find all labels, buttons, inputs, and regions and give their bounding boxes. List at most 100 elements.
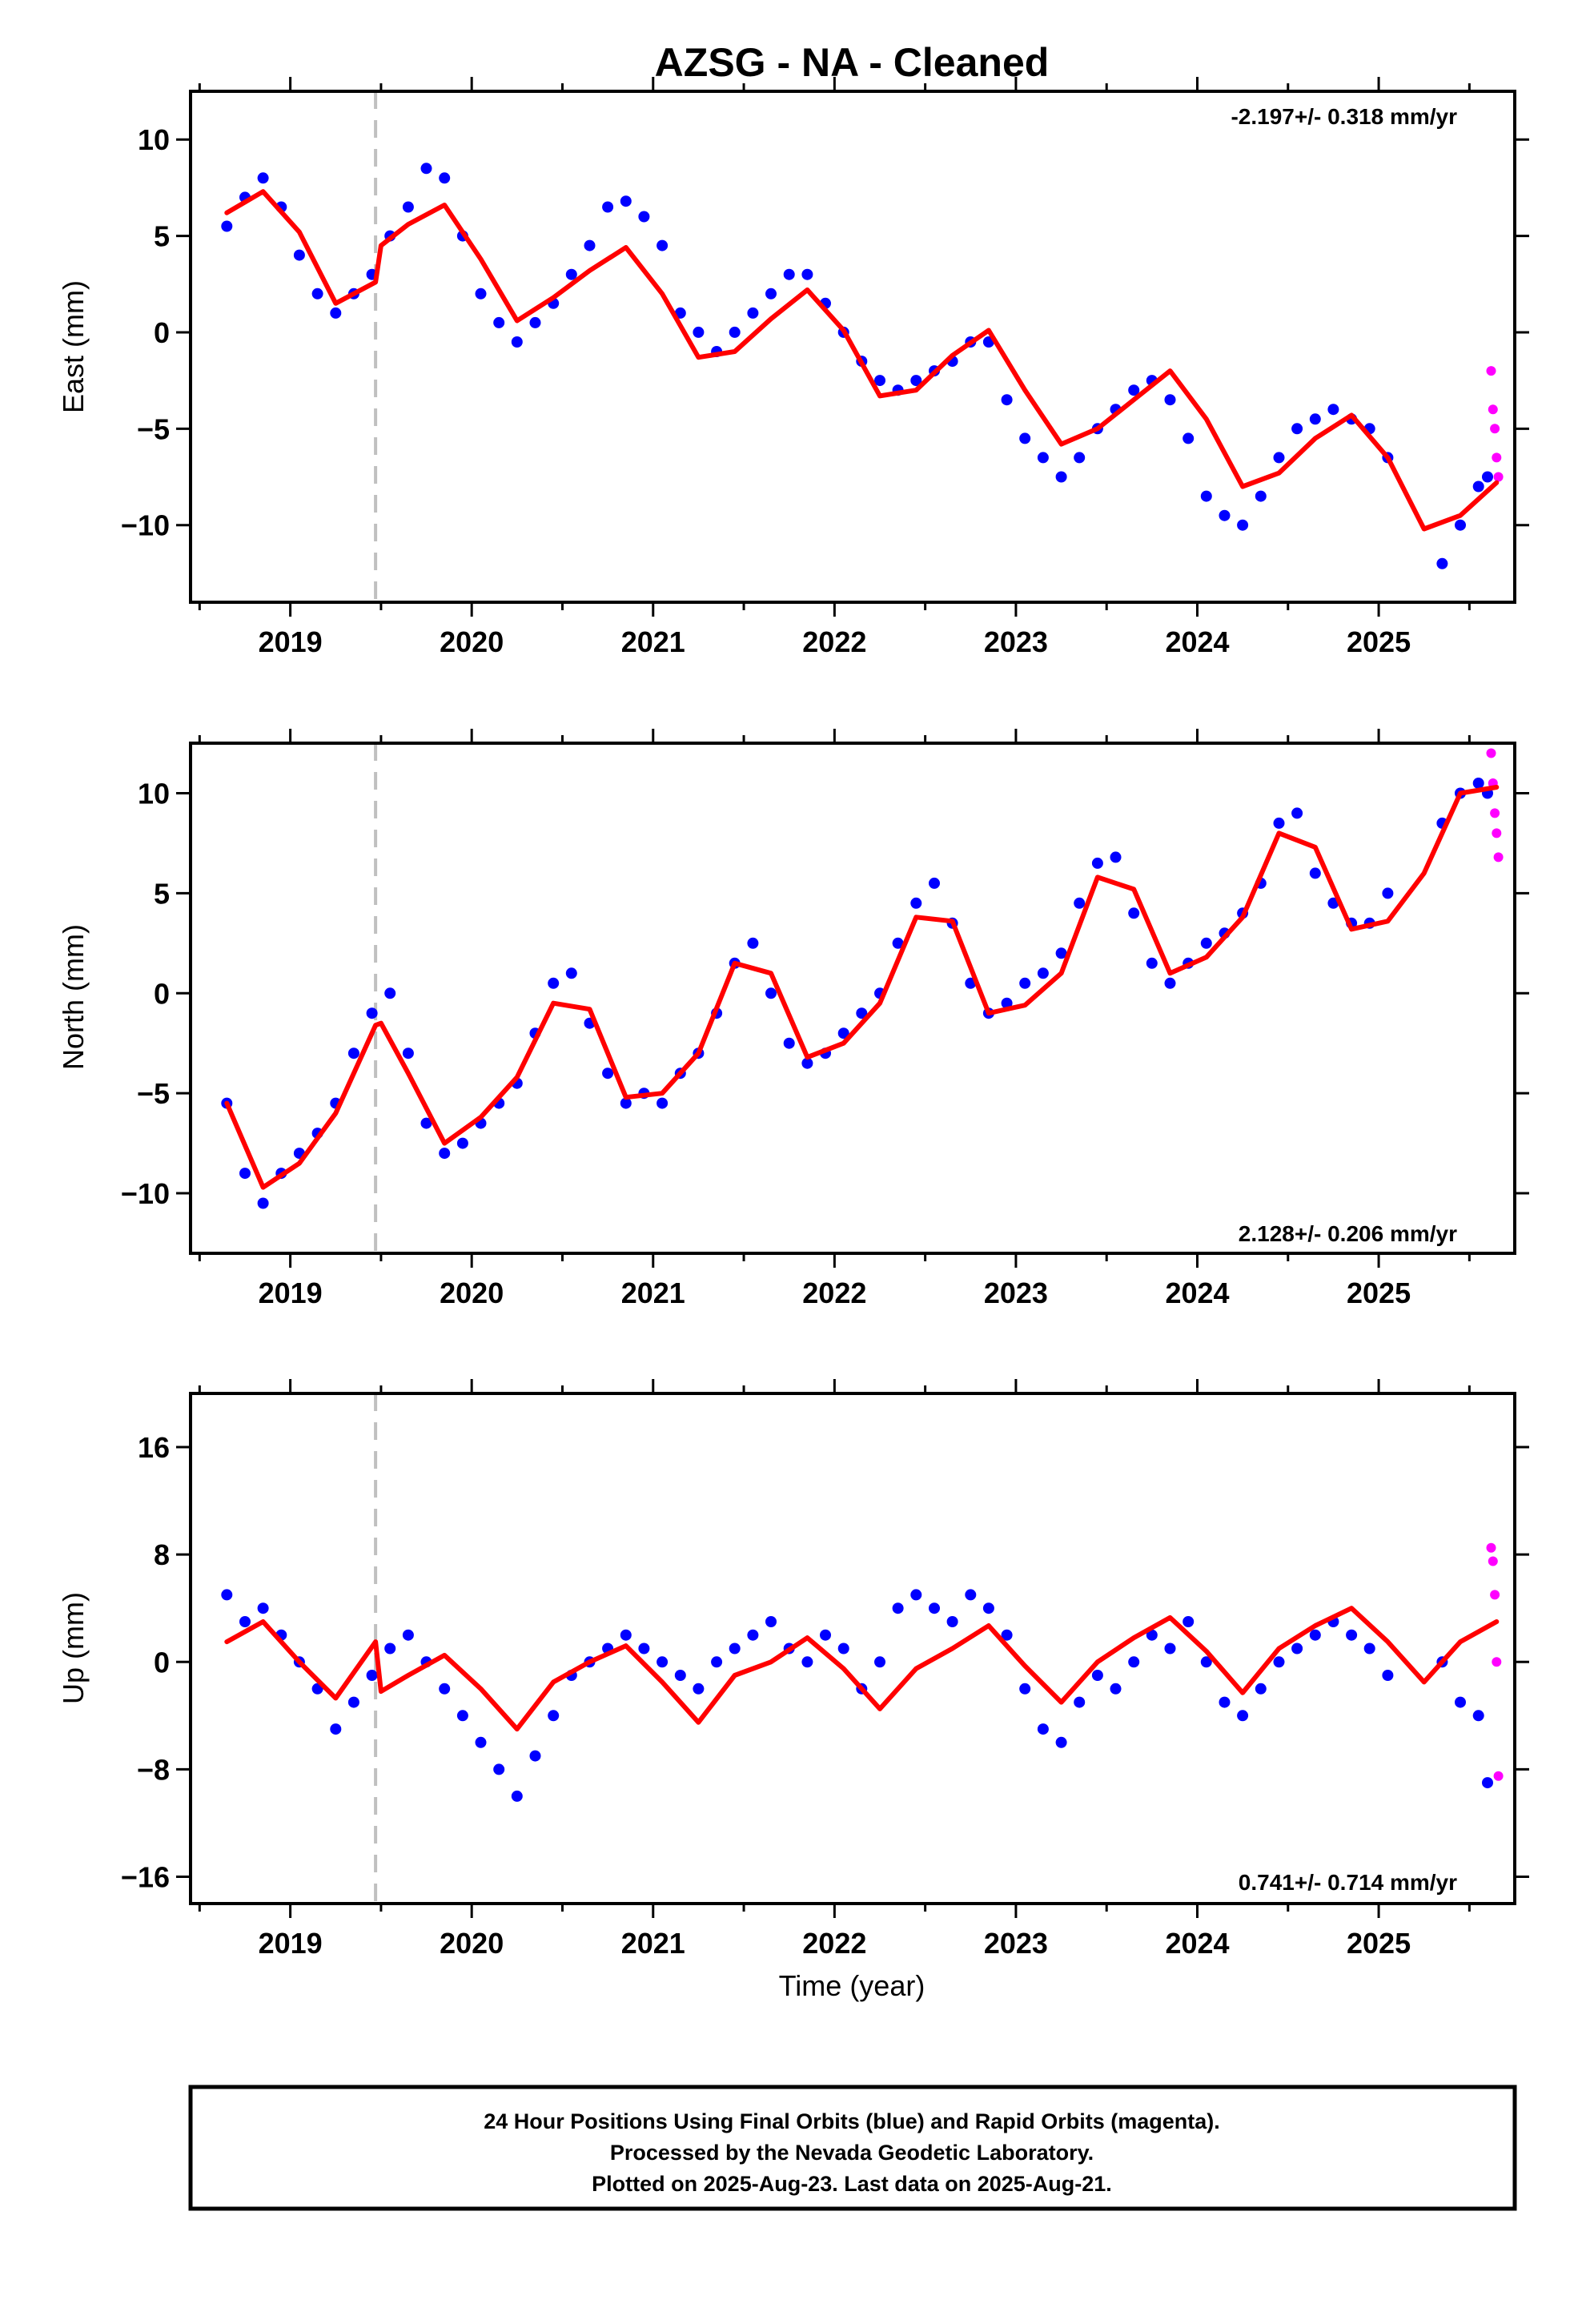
east-rapid-orbits-point <box>1492 452 1502 463</box>
up-final-orbits-point <box>1001 1629 1013 1641</box>
north-final-orbits-point <box>1110 851 1122 863</box>
east-final-orbits-point <box>656 239 669 251</box>
up-rate-label: 0.741+/- 0.714 mm/yr <box>1239 1870 1457 1895</box>
east-rapid-orbits-point <box>1493 472 1504 482</box>
east-y-tick-label: 10 <box>138 123 170 156</box>
east-final-orbits-point <box>293 249 305 261</box>
east-rapid-orbits-point <box>1488 404 1498 415</box>
east-rapid-orbits-point <box>1486 366 1496 376</box>
east-x-tick-label: 2023 <box>984 625 1048 658</box>
up-final-orbits-point <box>1128 1656 1140 1668</box>
east-plot-frame <box>189 90 1516 604</box>
north-final-orbits-point <box>402 1047 414 1059</box>
up-final-orbits-point <box>1255 1683 1267 1695</box>
up-y-tick-label: −8 <box>137 1753 170 1786</box>
up-final-orbits-point <box>910 1589 922 1601</box>
north-final-orbits-point <box>439 1148 451 1160</box>
east-final-orbits-point <box>783 268 795 280</box>
up-final-orbits-point <box>711 1656 723 1668</box>
up-final-orbits-point <box>1110 1683 1122 1695</box>
up-x-tick-label: 2021 <box>621 1927 685 1960</box>
north-final-orbits-point <box>1037 967 1049 979</box>
north-x-tick-label: 2025 <box>1347 1277 1411 1309</box>
up-final-orbits-point <box>1309 1629 1321 1641</box>
up-rapid-orbits-point <box>1493 1771 1504 1781</box>
east-final-orbits-point <box>584 239 596 251</box>
up-y-tick-label: 16 <box>138 1431 170 1464</box>
up-x-tick-label: 2025 <box>1347 1927 1411 1960</box>
east-final-orbits-point <box>602 201 614 213</box>
east-rate-label: -2.197+/- 0.318 mm/yr <box>1231 104 1457 129</box>
chart-title: AZSG - NA - Cleaned <box>655 40 1050 85</box>
east-final-orbits-point <box>221 220 233 232</box>
east-x-tick-label: 2021 <box>621 625 685 658</box>
east-final-orbits-point <box>1455 519 1466 531</box>
north-final-orbits-point <box>384 987 396 999</box>
up-final-orbits-point <box>366 1670 378 1681</box>
up-final-orbits-point <box>837 1642 849 1655</box>
up-final-orbits-point <box>620 1629 632 1641</box>
north-y-axis-label: North (mm) <box>57 924 90 1070</box>
up-final-orbits-point <box>1019 1683 1031 1695</box>
up-final-orbits-point <box>1363 1642 1375 1655</box>
up-final-orbits-point <box>1472 1710 1484 1722</box>
up-final-orbits-point <box>820 1629 831 1641</box>
east-final-orbits-point <box>257 172 269 184</box>
up-final-orbits-point <box>1146 1629 1158 1641</box>
north-final-orbits-point <box>620 1097 632 1109</box>
up-final-orbits-point <box>548 1710 560 1722</box>
north-x-tick-label: 2023 <box>984 1277 1048 1309</box>
east-final-orbits-point <box>493 316 505 328</box>
north-x-tick-label: 2024 <box>1165 1277 1229 1309</box>
up-final-orbits-point <box>674 1670 686 1681</box>
east-final-orbits-point <box>1436 557 1448 569</box>
up-final-orbits-point <box>638 1642 650 1655</box>
up-final-orbits-point <box>1037 1723 1049 1735</box>
east-final-orbits-point <box>1219 509 1231 521</box>
north-rate-label: 2.128+/- 0.206 mm/yr <box>1239 1221 1457 1246</box>
up-rapid-orbits-point <box>1490 1590 1500 1600</box>
up-y-tick-label: 0 <box>154 1646 170 1679</box>
up-final-orbits-point <box>747 1629 759 1641</box>
east-final-orbits-point <box>1037 452 1049 464</box>
north-rapid-orbits-point <box>1486 748 1496 758</box>
north-final-orbits-point <box>1200 937 1212 949</box>
north-final-orbits-point <box>856 1007 868 1019</box>
up-final-orbits-point <box>1219 1696 1231 1708</box>
footer-line-2: Processed by the Nevada Geodetic Laborat… <box>610 2141 1094 2165</box>
up-x-tick-label: 2023 <box>984 1927 1048 1960</box>
footer-line-1: 24 Hour Positions Using Final Orbits (bl… <box>484 2109 1220 2133</box>
east-x-tick-label: 2025 <box>1347 625 1411 658</box>
east-final-orbits-point <box>475 287 487 300</box>
north-final-orbits-point <box>1128 907 1140 919</box>
north-final-orbits-point <box>239 1168 251 1180</box>
east-final-orbits-point <box>765 287 777 300</box>
east-final-orbits-point <box>1309 413 1321 425</box>
east-final-orbits-point <box>1482 471 1493 483</box>
north-final-orbits-point <box>1074 897 1086 909</box>
up-panel: 2019 2020 2021 2022 2023 2024 2025 16 8 0 −8 −16 Up… <box>57 1379 1529 1960</box>
north-final-orbits-point <box>783 1037 795 1049</box>
up-final-orbits-point <box>347 1696 359 1708</box>
north-rapid-orbits-point <box>1490 808 1500 818</box>
up-final-orbits-point <box>693 1683 705 1695</box>
north-y-tick-label: 10 <box>138 777 170 810</box>
north-final-orbits-point <box>1001 997 1013 1009</box>
up-final-orbits-point <box>1055 1736 1067 1748</box>
footer-line-3: Plotted on 2025-Aug-23. Last data on 202… <box>592 2172 1112 2196</box>
east-x-tick-label: 2020 <box>440 625 504 658</box>
east-data-points: 2019 2020 2021 2022 2023 2024 2025 10 5 0 −5 −10 <box>121 77 1529 658</box>
east-final-orbits-point <box>402 201 414 213</box>
up-model-curve <box>224 1606 1500 1732</box>
north-final-orbits-point <box>1382 887 1394 899</box>
up-final-orbits-point <box>239 1616 251 1627</box>
footer-frame <box>188 2085 1517 2211</box>
north-y-tick-label: −5 <box>137 1077 170 1110</box>
north-final-orbits-point <box>347 1047 359 1059</box>
east-final-orbits-point <box>565 268 577 280</box>
up-final-orbits-point <box>729 1642 741 1655</box>
up-final-orbits-point <box>402 1629 414 1641</box>
east-final-orbits-point <box>1001 394 1013 406</box>
north-final-orbits-point <box>1091 857 1103 869</box>
east-final-orbits-point <box>1019 432 1031 444</box>
